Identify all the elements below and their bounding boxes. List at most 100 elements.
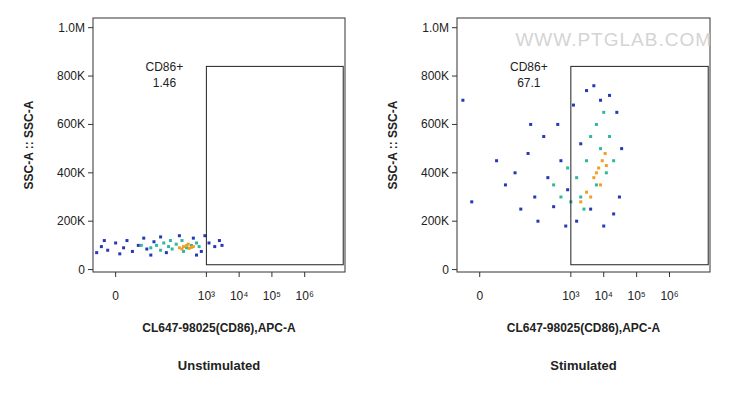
- event-point: [585, 159, 588, 162]
- event-point: [542, 135, 545, 138]
- x-tick-label: 10³: [562, 289, 579, 303]
- x-axis-label: CL647-98025(CD86),APC-A: [142, 321, 296, 335]
- event-point: [167, 245, 170, 248]
- event-point: [601, 159, 604, 162]
- event-point: [461, 99, 464, 102]
- gate-group: [571, 66, 708, 264]
- y-tick-label: 600K: [421, 117, 449, 131]
- event-point: [192, 237, 195, 240]
- event-point: [165, 251, 168, 254]
- event-point: [114, 241, 117, 244]
- event-point: [495, 159, 498, 162]
- event-point: [131, 250, 134, 253]
- y-tick-label: 800K: [57, 69, 85, 83]
- event-point: [198, 245, 201, 248]
- x-tick: [636, 272, 637, 277]
- event-point: [585, 89, 588, 92]
- x-tick-label: 0: [476, 289, 483, 303]
- event-point: [221, 244, 224, 247]
- event-point: [608, 94, 611, 97]
- event-point: [552, 183, 555, 186]
- y-tick-label: 400K: [421, 166, 449, 180]
- event-point: [514, 171, 517, 174]
- event-point: [595, 123, 598, 126]
- event-point: [602, 111, 605, 114]
- event-point: [178, 234, 181, 237]
- x-tick: [115, 272, 116, 277]
- event-point: [519, 208, 522, 211]
- event-point: [599, 99, 602, 102]
- watermark: WWW.PTGLAB.COM: [515, 29, 712, 50]
- event-point: [142, 237, 145, 240]
- x-tick: [239, 272, 240, 277]
- event-point: [187, 243, 190, 246]
- x-tick-label: 0: [112, 289, 119, 303]
- event-point: [615, 111, 618, 114]
- x-tick-label: 10⁴: [594, 289, 613, 303]
- event-point: [529, 123, 532, 126]
- event-point: [618, 196, 621, 199]
- event-point: [559, 196, 562, 199]
- event-point: [604, 152, 607, 155]
- event-point: [152, 240, 155, 243]
- x-tick: [304, 272, 305, 277]
- gate-value: 1.46: [153, 76, 177, 90]
- event-point: [159, 235, 162, 238]
- event-point: [171, 248, 174, 251]
- event-point: [589, 196, 592, 199]
- event-point: [566, 166, 569, 169]
- event-point: [556, 123, 559, 126]
- y-tick-label: 800K: [421, 69, 449, 83]
- event-point: [103, 239, 106, 242]
- y-tick-label: 400K: [57, 166, 85, 180]
- panel: 010³10⁴10⁵10⁶0200K400K600K800K1.0MCD86+1…: [22, 18, 345, 373]
- event-point: [589, 135, 592, 138]
- y-tick-label: 600K: [57, 117, 85, 131]
- y-tick: [452, 27, 457, 28]
- event-point: [533, 196, 536, 199]
- y-tick: [88, 172, 93, 173]
- x-tick-label: 10⁵: [627, 289, 645, 303]
- y-tick-label: 0: [78, 263, 85, 277]
- y-tick-label: 200K: [57, 214, 85, 228]
- event-point: [582, 208, 585, 211]
- panel-title: Stimulated: [550, 358, 617, 373]
- y-tick: [452, 172, 457, 173]
- plot-frame: [93, 18, 345, 272]
- event-point: [599, 183, 602, 186]
- event-point: [100, 245, 103, 248]
- event-point: [527, 152, 530, 155]
- event-point: [137, 244, 140, 247]
- event-point: [155, 244, 158, 247]
- event-point: [612, 159, 615, 162]
- panel-title: Unstimulated: [178, 358, 260, 373]
- event-point: [470, 200, 473, 203]
- event-point: [95, 251, 98, 254]
- event-point: [612, 212, 615, 215]
- event-point: [599, 147, 602, 150]
- event-point: [579, 200, 582, 203]
- event-point: [536, 220, 539, 223]
- x-tick: [669, 272, 670, 277]
- x-tick-label: 10⁶: [296, 289, 314, 303]
- y-tick-label: 200K: [421, 214, 449, 228]
- gate-label: CD86+: [510, 60, 548, 74]
- event-point: [579, 142, 582, 145]
- event-point: [595, 171, 598, 174]
- x-tick: [479, 272, 480, 277]
- gate-group: [206, 66, 343, 264]
- y-tick: [88, 221, 93, 222]
- event-point: [192, 245, 195, 248]
- y-tick: [452, 269, 457, 270]
- event-point: [140, 244, 143, 247]
- event-point: [552, 205, 555, 208]
- points: [461, 84, 623, 227]
- event-point: [207, 241, 210, 244]
- event-point: [106, 249, 109, 252]
- event-point: [118, 252, 121, 255]
- x-tick: [271, 272, 272, 277]
- event-point: [608, 135, 611, 138]
- x-tick: [570, 272, 571, 277]
- x-tick-label: 10⁵: [263, 289, 281, 303]
- event-point: [620, 147, 623, 150]
